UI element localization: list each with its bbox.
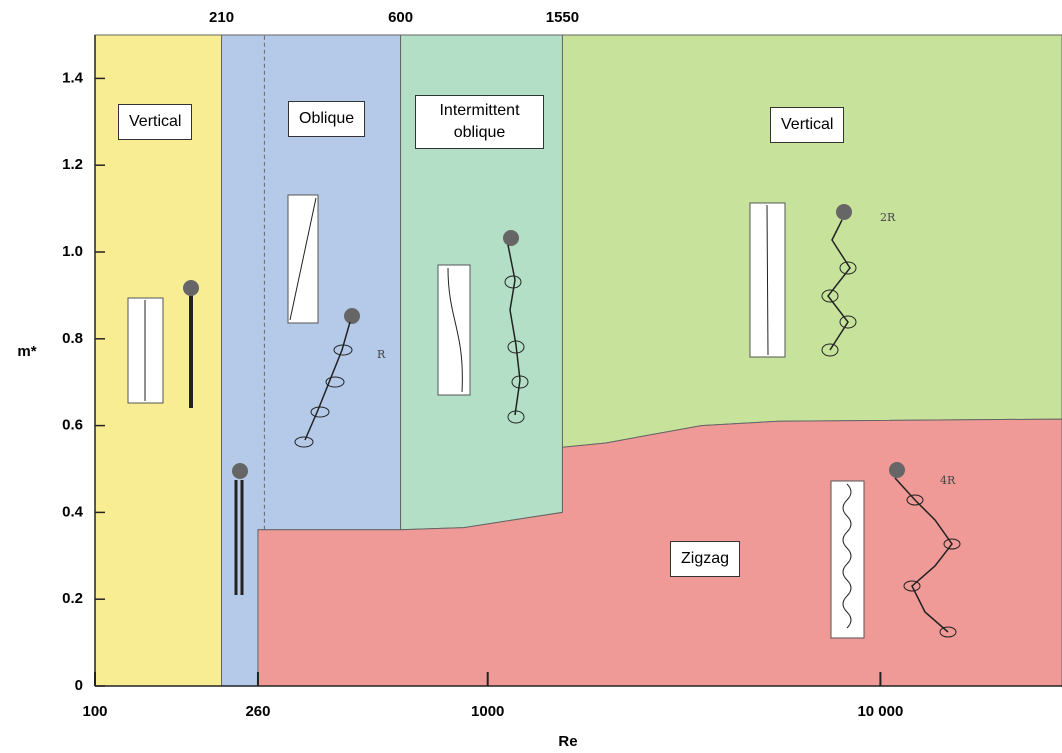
y-tick-label: 1.0: [62, 243, 83, 260]
region: [561, 34, 1062, 448]
x-axis-label: Re: [558, 733, 577, 750]
x-tick-label: 1000: [471, 703, 504, 720]
x-tick-label: 10 000: [857, 703, 903, 720]
x-tick-label: 100: [82, 703, 107, 720]
x-top-tick-label: 600: [388, 9, 413, 26]
region-label: Intermittent oblique: [415, 95, 544, 149]
y-axis-label: m*: [17, 343, 36, 360]
x-tick-label: 260: [245, 703, 270, 720]
region-label: Oblique: [288, 101, 366, 137]
annotation: 4R: [940, 474, 956, 487]
annotation: R: [377, 348, 386, 361]
y-tick-label: 1.2: [62, 156, 83, 173]
y-tick-label: 0.2: [62, 590, 83, 607]
region-label: Vertical: [770, 107, 845, 143]
y-tick-label: 0: [75, 677, 83, 694]
y-tick-label: 0.4: [62, 503, 84, 520]
regions: [94, 34, 1062, 687]
y-tick-label: 0.6: [62, 417, 83, 434]
illustrations: [127, 194, 961, 639]
annotation: 2R: [880, 211, 896, 224]
x-top-tick-label: 1550: [546, 9, 579, 26]
x-top-tick-label: 210: [209, 9, 234, 26]
region-label: Vertical: [118, 104, 193, 140]
y-tick-label: 0.8: [62, 330, 83, 347]
region-label: Zigzag: [670, 541, 741, 577]
y-tick-label: 1.4: [62, 69, 84, 86]
